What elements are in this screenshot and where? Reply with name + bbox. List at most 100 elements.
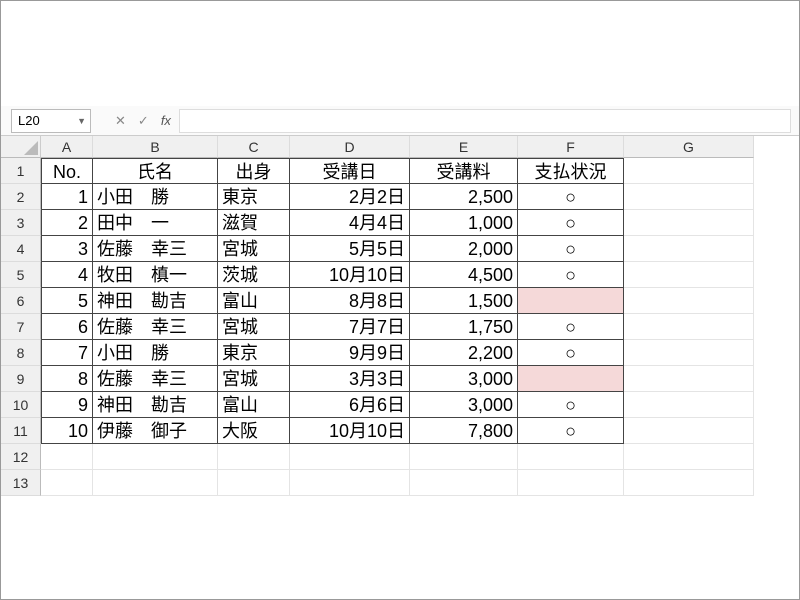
cell[interactable]: 支払状況 <box>518 158 624 184</box>
cell[interactable] <box>410 444 518 470</box>
row-header[interactable]: 6 <box>1 288 41 314</box>
cell[interactable]: 宮城 <box>218 314 290 340</box>
cell[interactable] <box>624 470 754 496</box>
cell[interactable] <box>624 340 754 366</box>
formula-input[interactable] <box>179 109 791 133</box>
cell[interactable]: 2,200 <box>410 340 518 366</box>
cell[interactable]: No. <box>41 158 93 184</box>
cell[interactable]: 小田 勝 <box>93 184 218 210</box>
row-header[interactable]: 1 <box>1 158 41 184</box>
cell[interactable] <box>518 288 624 314</box>
cell[interactable] <box>290 470 410 496</box>
col-header-c[interactable]: C <box>218 136 290 158</box>
cell[interactable] <box>624 210 754 236</box>
cell[interactable]: ○ <box>518 418 624 444</box>
cell[interactable] <box>624 314 754 340</box>
cell[interactable]: 大阪 <box>218 418 290 444</box>
cell[interactable] <box>624 366 754 392</box>
row-header[interactable]: 5 <box>1 262 41 288</box>
col-header-d[interactable]: D <box>290 136 410 158</box>
cell[interactable]: 7,800 <box>410 418 518 444</box>
row-header[interactable]: 8 <box>1 340 41 366</box>
cell[interactable]: 1,750 <box>410 314 518 340</box>
row-header[interactable]: 7 <box>1 314 41 340</box>
cell[interactable]: 滋賀 <box>218 210 290 236</box>
select-all-corner[interactable] <box>1 136 41 158</box>
cell[interactable]: 3月3日 <box>290 366 410 392</box>
cell[interactable] <box>624 288 754 314</box>
cell[interactable]: 3,000 <box>410 392 518 418</box>
cancel-icon[interactable]: ✕ <box>115 113 126 129</box>
cell[interactable]: 1,000 <box>410 210 518 236</box>
cell[interactable] <box>518 470 624 496</box>
cell[interactable]: ○ <box>518 184 624 210</box>
cell[interactable]: 3 <box>41 236 93 262</box>
cell[interactable]: 受講日 <box>290 158 410 184</box>
cell[interactable] <box>624 158 754 184</box>
cell[interactable]: 10月10日 <box>290 262 410 288</box>
cell[interactable]: 神田 勘吉 <box>93 392 218 418</box>
cell[interactable]: 2,000 <box>410 236 518 262</box>
confirm-icon[interactable]: ✓ <box>138 113 149 129</box>
cell[interactable]: ○ <box>518 236 624 262</box>
cell[interactable] <box>518 444 624 470</box>
cell[interactable]: 10月10日 <box>290 418 410 444</box>
cell[interactable]: 2月2日 <box>290 184 410 210</box>
row-header[interactable]: 12 <box>1 444 41 470</box>
cell[interactable]: 田中 一 <box>93 210 218 236</box>
cell[interactable] <box>624 418 754 444</box>
cell[interactable]: 宮城 <box>218 366 290 392</box>
cell[interactable] <box>41 444 93 470</box>
row-header[interactable]: 10 <box>1 392 41 418</box>
cell[interactable]: 神田 勘吉 <box>93 288 218 314</box>
cell[interactable] <box>624 392 754 418</box>
name-box[interactable]: L20 ▼ <box>11 109 91 133</box>
cell[interactable]: 1 <box>41 184 93 210</box>
cell[interactable]: 5月5日 <box>290 236 410 262</box>
col-header-b[interactable]: B <box>93 136 218 158</box>
cell[interactable]: 東京 <box>218 184 290 210</box>
cell[interactable]: ○ <box>518 210 624 236</box>
cell[interactable] <box>624 236 754 262</box>
cell[interactable]: 2,500 <box>410 184 518 210</box>
cell[interactable]: ○ <box>518 340 624 366</box>
cell[interactable] <box>518 366 624 392</box>
cell[interactable]: 宮城 <box>218 236 290 262</box>
cell[interactable]: ○ <box>518 262 624 288</box>
cell[interactable]: 佐藤 幸三 <box>93 366 218 392</box>
fx-icon[interactable]: fx <box>161 113 171 128</box>
cell[interactable] <box>41 470 93 496</box>
cell[interactable]: 4 <box>41 262 93 288</box>
cell[interactable]: 5 <box>41 288 93 314</box>
cell[interactable] <box>624 184 754 210</box>
cell[interactable]: 2 <box>41 210 93 236</box>
cell[interactable] <box>624 262 754 288</box>
cell[interactable]: 伊藤 御子 <box>93 418 218 444</box>
cell[interactable] <box>624 444 754 470</box>
cell[interactable]: 7月7日 <box>290 314 410 340</box>
cell[interactable] <box>218 444 290 470</box>
cell[interactable]: 4月4日 <box>290 210 410 236</box>
col-header-a[interactable]: A <box>41 136 93 158</box>
cell[interactable] <box>410 470 518 496</box>
cell[interactable] <box>218 470 290 496</box>
cell[interactable]: 3,000 <box>410 366 518 392</box>
cell[interactable]: 10 <box>41 418 93 444</box>
cell[interactable]: 小田 勝 <box>93 340 218 366</box>
cell[interactable]: 牧田 槙一 <box>93 262 218 288</box>
cell[interactable]: 出身 <box>218 158 290 184</box>
row-header[interactable]: 13 <box>1 470 41 496</box>
cell[interactable]: 8 <box>41 366 93 392</box>
chevron-down-icon[interactable]: ▼ <box>77 116 86 126</box>
cell[interactable]: 4,500 <box>410 262 518 288</box>
cell[interactable]: 6 <box>41 314 93 340</box>
cell[interactable]: 9 <box>41 392 93 418</box>
cell[interactable]: 佐藤 幸三 <box>93 236 218 262</box>
cell[interactable]: 氏名 <box>93 158 218 184</box>
row-header[interactable]: 2 <box>1 184 41 210</box>
row-header[interactable]: 11 <box>1 418 41 444</box>
cell[interactable] <box>290 444 410 470</box>
cell[interactable] <box>93 470 218 496</box>
cell[interactable]: 佐藤 幸三 <box>93 314 218 340</box>
cell[interactable]: 富山 <box>218 392 290 418</box>
